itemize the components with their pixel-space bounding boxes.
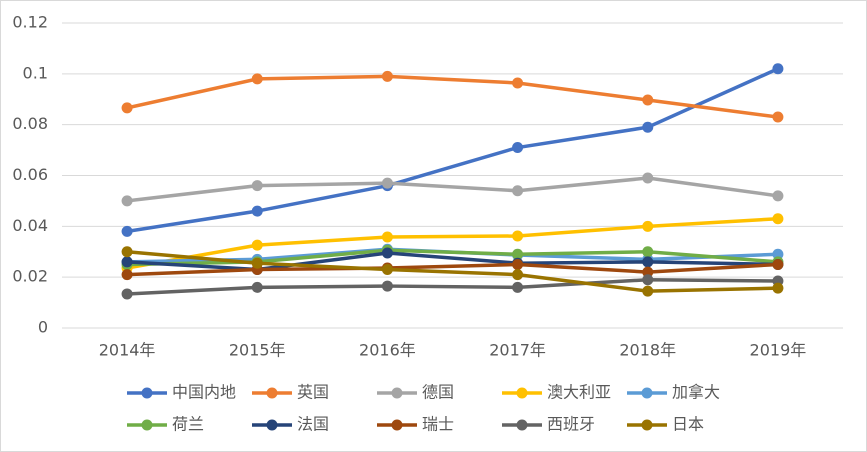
x-tick-label: 2018年 <box>619 341 676 360</box>
series-line <box>125 67 780 234</box>
legend-label: 中国内地 <box>172 383 236 402</box>
y-tick-label: 0 <box>38 318 48 337</box>
data-point <box>512 248 524 260</box>
legend-label: 日本 <box>672 415 704 434</box>
data-point <box>512 258 524 270</box>
data-point <box>512 142 524 154</box>
series-line <box>125 176 780 203</box>
data-point <box>642 172 654 184</box>
legend-label: 瑞士 <box>422 415 454 434</box>
legend-marker <box>516 387 528 399</box>
legend-marker <box>141 387 153 399</box>
data-point <box>381 177 393 189</box>
y-tick-label: 0.12 <box>12 13 48 32</box>
data-point <box>251 239 263 251</box>
data-point <box>512 269 524 281</box>
data-point <box>121 195 133 207</box>
legend-label: 德国 <box>422 383 454 402</box>
data-point <box>642 121 654 133</box>
series-line <box>125 251 780 272</box>
data-point <box>772 258 784 270</box>
data-point <box>251 180 263 192</box>
data-point <box>512 185 524 197</box>
data-point <box>121 225 133 237</box>
legend-marker <box>641 419 653 431</box>
data-point <box>772 63 784 75</box>
legend-marker <box>266 419 278 431</box>
y-tick-label: 0.02 <box>12 267 48 286</box>
legend-label: 英国 <box>297 383 329 402</box>
series-line <box>125 277 780 296</box>
x-tick-label: 2016年 <box>359 341 416 360</box>
data-point <box>381 70 393 82</box>
series-line <box>125 74 780 119</box>
data-point <box>251 281 263 293</box>
legend-marker <box>391 387 403 399</box>
y-tick-label: 0.06 <box>12 165 48 184</box>
data-point <box>642 220 654 232</box>
data-point <box>512 230 524 242</box>
data-point <box>381 264 393 276</box>
x-tick-label: 2015年 <box>229 341 286 360</box>
data-point <box>642 94 654 106</box>
data-point <box>381 280 393 292</box>
y-tick-label: 0.08 <box>12 114 48 133</box>
data-point <box>772 213 784 225</box>
legend-label: 荷兰 <box>172 415 204 434</box>
data-point <box>121 256 133 268</box>
y-tick-label: 0.04 <box>12 216 48 235</box>
data-point <box>251 257 263 269</box>
y-tick-label: 0.1 <box>23 63 48 82</box>
data-point <box>121 102 133 114</box>
x-tick-label: 2019年 <box>750 341 807 360</box>
data-point <box>381 231 393 243</box>
x-tick-label: 2014年 <box>99 341 156 360</box>
data-point <box>512 281 524 293</box>
data-point <box>642 256 654 268</box>
data-point <box>772 111 784 123</box>
data-point <box>772 190 784 202</box>
data-point <box>121 246 133 258</box>
data-point <box>642 246 654 258</box>
legend-marker <box>516 419 528 431</box>
data-point <box>642 285 654 297</box>
series-line <box>125 262 780 277</box>
legend-label: 澳大利亚 <box>547 383 611 402</box>
legend-marker <box>266 387 278 399</box>
legend-marker <box>391 419 403 431</box>
legend-marker <box>641 387 653 399</box>
legend-label: 西班牙 <box>547 415 595 434</box>
data-point <box>512 77 524 89</box>
data-point <box>251 73 263 85</box>
data-point <box>251 205 263 217</box>
x-tick-label: 2017年 <box>489 341 546 360</box>
series-line <box>125 250 780 293</box>
data-point <box>642 274 654 286</box>
data-point <box>381 247 393 259</box>
legend-label: 法国 <box>297 415 329 434</box>
data-point <box>121 288 133 300</box>
data-point <box>642 266 654 278</box>
series-line <box>125 216 780 270</box>
legend-label: 加拿大 <box>672 383 720 402</box>
data-point <box>121 269 133 281</box>
data-point <box>772 282 784 294</box>
data-point <box>772 248 784 260</box>
legend-marker <box>141 419 153 431</box>
